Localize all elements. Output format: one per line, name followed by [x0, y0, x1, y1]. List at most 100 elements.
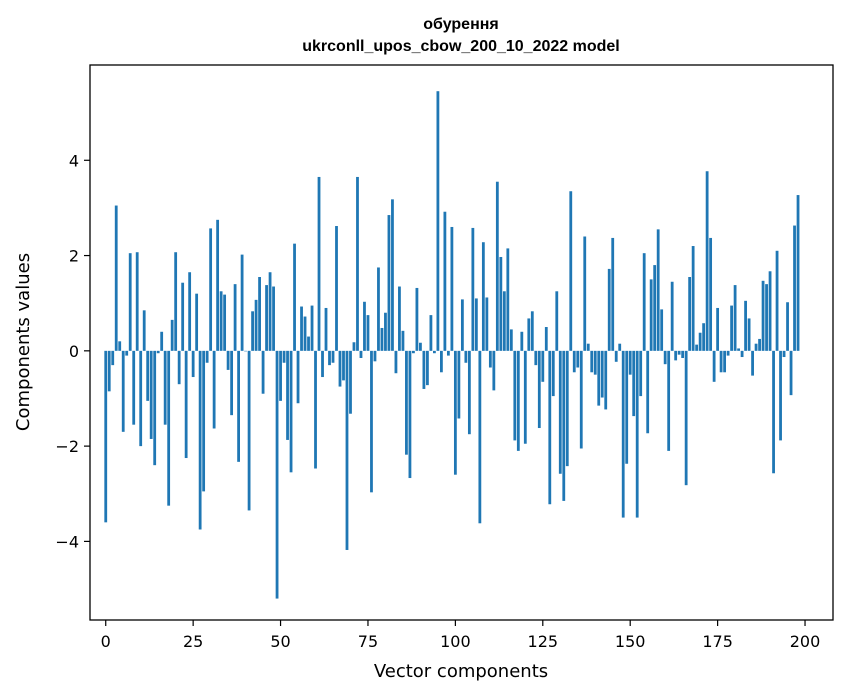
bar — [268, 272, 272, 351]
bar — [405, 350, 408, 455]
x-axis-label: Vector components — [374, 661, 548, 682]
bar — [146, 350, 150, 401]
bar — [324, 307, 328, 351]
bar — [345, 350, 349, 550]
bar — [265, 285, 268, 351]
bar — [520, 331, 524, 351]
bar — [460, 299, 464, 351]
bar — [502, 291, 506, 351]
bar — [443, 211, 447, 351]
bar — [373, 350, 377, 362]
bar — [300, 306, 303, 351]
bar — [153, 350, 157, 466]
bar — [170, 319, 174, 351]
bar — [744, 300, 747, 351]
chart-title-line-1: обурення — [423, 16, 498, 33]
bar — [314, 350, 317, 469]
bar — [453, 350, 457, 475]
bar — [163, 350, 167, 425]
x-axis-ticks: 0 25 50 75 100 125 150 175 200 — [101, 620, 821, 651]
x-tick-label: 75 — [358, 632, 378, 651]
bar — [244, 350, 247, 352]
bar — [579, 350, 583, 449]
bar — [782, 350, 786, 358]
bar — [614, 350, 618, 362]
bar — [419, 342, 422, 351]
y-tick-label: 2 — [69, 247, 79, 266]
bar — [349, 350, 352, 414]
bar — [726, 350, 730, 356]
x-tick-label: 175 — [702, 632, 733, 651]
bar — [509, 329, 513, 351]
bar — [611, 237, 615, 351]
bar — [576, 350, 580, 368]
bar — [485, 297, 489, 351]
bar — [387, 215, 391, 351]
bar — [604, 350, 608, 410]
bar — [544, 327, 548, 351]
bar — [684, 350, 688, 486]
bar — [621, 350, 625, 518]
bar — [523, 350, 527, 444]
bar — [394, 350, 398, 374]
x-tick-label: 100 — [440, 632, 471, 651]
bar — [296, 350, 300, 404]
y-tick-label: −2 — [55, 437, 79, 456]
bar — [758, 338, 761, 351]
bar — [506, 248, 510, 351]
bar — [282, 350, 286, 363]
bar — [775, 250, 779, 351]
bar — [677, 350, 681, 355]
chart-title-line-2: ukrconll_upos_cbow_200_10_2022 model — [302, 38, 619, 55]
bar — [565, 350, 569, 467]
x-tick-label: 125 — [528, 632, 559, 651]
x-tick-label: 50 — [270, 632, 290, 651]
bar — [583, 236, 587, 351]
bar — [663, 350, 667, 365]
bar — [310, 305, 314, 351]
bar — [464, 350, 468, 363]
bar — [321, 350, 324, 378]
bar — [695, 344, 699, 351]
bar — [656, 229, 660, 351]
bar — [363, 301, 366, 351]
bar — [114, 205, 118, 351]
bar — [558, 350, 562, 474]
bar — [408, 350, 412, 479]
bar — [177, 350, 181, 385]
bar — [530, 311, 534, 351]
bar — [212, 350, 216, 429]
bar — [572, 350, 576, 373]
bar — [712, 350, 716, 382]
bar — [240, 254, 244, 351]
bar — [786, 302, 789, 351]
bar — [440, 350, 443, 373]
bar — [384, 312, 387, 351]
bar — [562, 350, 566, 501]
bar — [184, 350, 188, 459]
bar — [342, 350, 345, 381]
bar — [723, 350, 727, 373]
bar — [370, 350, 373, 493]
y-axis-ticks: −4 −2 0 2 4 — [55, 151, 90, 551]
bar — [471, 227, 475, 351]
bar — [688, 277, 692, 351]
bar — [104, 350, 108, 523]
bar — [118, 341, 122, 351]
x-tick-label: 0 — [101, 632, 111, 651]
bar — [751, 350, 754, 376]
y-axis-label: Components values — [13, 253, 34, 431]
bar — [635, 350, 639, 518]
bar — [632, 350, 636, 417]
bar — [474, 298, 478, 351]
bar — [674, 350, 678, 361]
bar — [377, 267, 380, 351]
bar — [366, 315, 370, 351]
bar — [600, 350, 604, 398]
x-tick-label: 200 — [790, 632, 821, 651]
bar — [422, 350, 426, 389]
bar — [380, 327, 384, 351]
bar — [450, 226, 454, 351]
bar — [272, 286, 275, 351]
